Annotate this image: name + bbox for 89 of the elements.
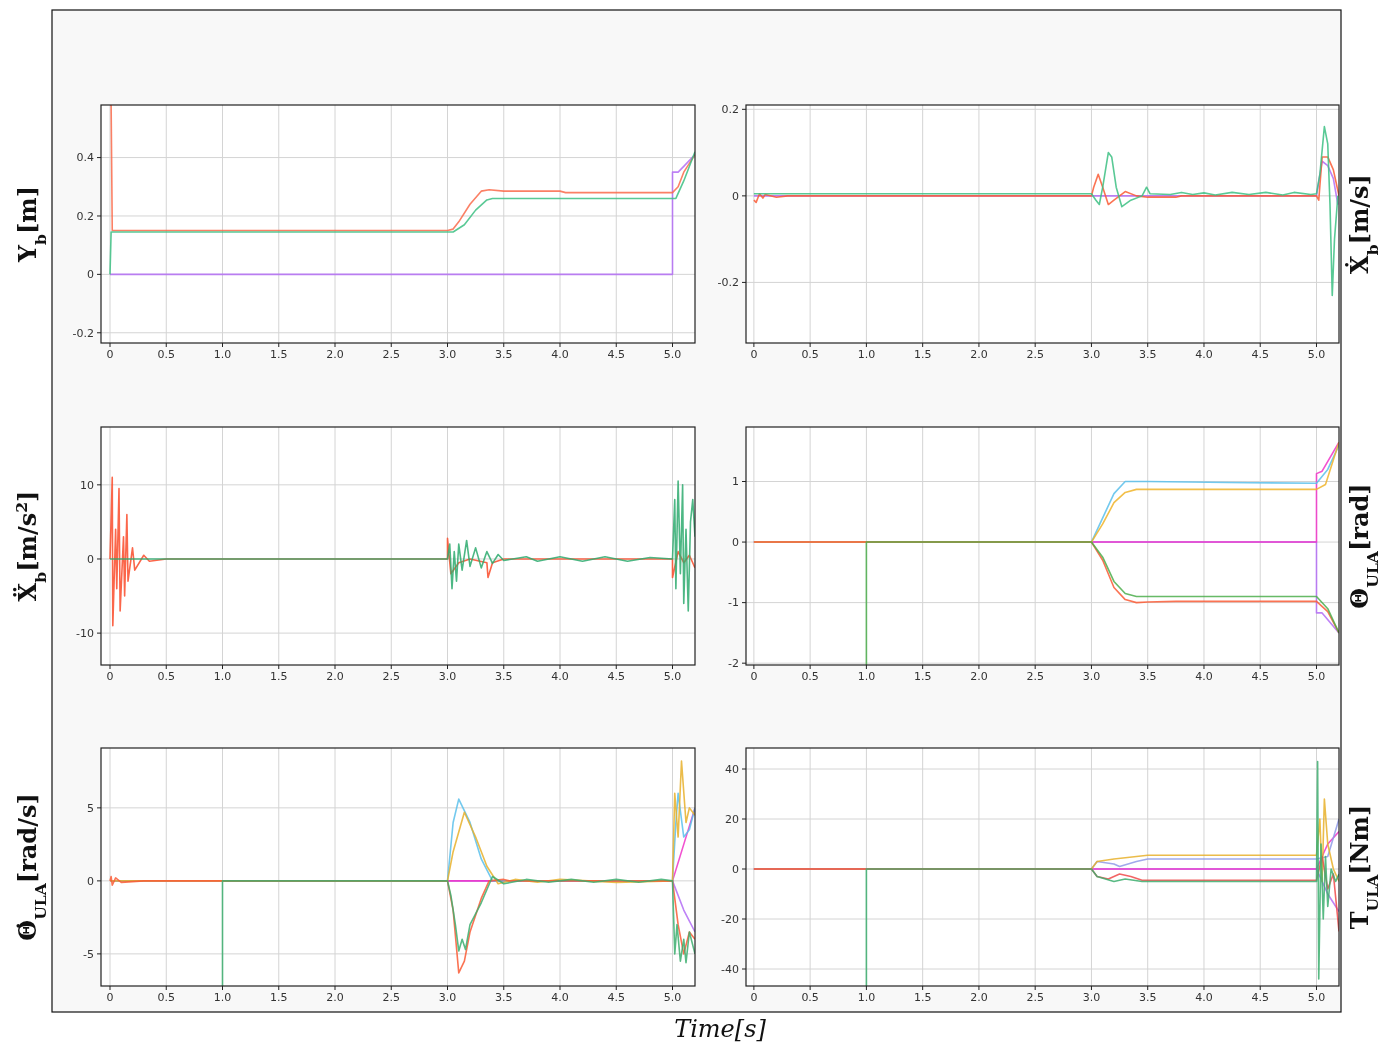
x-tick-label: 1.5 xyxy=(913,670,932,683)
x-tick-label: 2.0 xyxy=(326,991,344,1004)
y-tick-label: -0.2 xyxy=(72,326,94,340)
x-tick-label: 3.5 xyxy=(1138,348,1157,361)
x-tick-label: 1.0 xyxy=(213,670,232,683)
x-tick-label: 1.0 xyxy=(857,348,876,361)
x-tick-label: 5.0 xyxy=(1307,670,1326,683)
x-tick-label: 0.5 xyxy=(157,670,175,683)
y-tick-label: -2 xyxy=(728,657,739,671)
x-tick-label: 4.5 xyxy=(1251,348,1269,361)
x-tick-label: 3.0 xyxy=(1082,670,1101,683)
y-tick-label: -5 xyxy=(83,947,94,961)
x-tick-label: 3.0 xyxy=(438,991,457,1004)
x-tick-label: 2.0 xyxy=(970,348,988,361)
x-tick-label: 4.5 xyxy=(1251,991,1269,1004)
y-tick-label: -0.2 xyxy=(717,276,739,290)
x-tick-label: 2.0 xyxy=(970,670,988,683)
x-tick-label: 1.5 xyxy=(913,348,932,361)
x-tick-label: 2.0 xyxy=(970,991,988,1004)
y-tick-label: 0 xyxy=(732,862,739,876)
x-tick-label: 2.5 xyxy=(1026,670,1044,683)
x-tick-label: 0 xyxy=(106,670,114,683)
y-tick-label: 0 xyxy=(87,268,94,282)
y-tick-label: 40 xyxy=(725,762,739,776)
x-tick-label: 5.0 xyxy=(663,348,682,361)
x-tick-label: 0 xyxy=(750,348,758,361)
x-tick-label: 3.0 xyxy=(1082,348,1101,361)
x-tick-label: 1.0 xyxy=(857,991,876,1004)
x-tick-label: 2.5 xyxy=(1026,348,1044,361)
x-tick-label: 0.5 xyxy=(801,991,819,1004)
x-tick-label: 3.5 xyxy=(495,348,513,361)
x-tick-label: 0 xyxy=(750,670,758,683)
x-tick-label: 2.0 xyxy=(326,348,344,361)
x-tick-label: 1.5 xyxy=(270,670,288,683)
x-tick-label: 3.0 xyxy=(1082,991,1101,1004)
x-tick-label: 4.5 xyxy=(1251,670,1269,683)
x-tick-label: 1.5 xyxy=(913,991,932,1004)
y-tick-label: 20 xyxy=(725,812,739,826)
y-tick-label: -1 xyxy=(728,596,739,610)
x-tick-label: 2.0 xyxy=(326,670,344,683)
y-tick-label: 1 xyxy=(732,475,739,489)
y-tick-label: 0 xyxy=(732,535,739,549)
x-tick-label: 4.0 xyxy=(1195,348,1213,361)
x-tick-label: 3.5 xyxy=(1138,670,1157,683)
y-tick-label: 0 xyxy=(87,552,94,566)
x-tick-label: 0.5 xyxy=(157,991,175,1004)
y-tick-label: 0 xyxy=(732,189,739,203)
x-tick-label: 2.5 xyxy=(382,348,400,361)
x-tick-label: 3.5 xyxy=(495,991,513,1004)
x-tick-label: 0 xyxy=(106,348,114,361)
x-tick-label: 0.5 xyxy=(157,348,175,361)
x-tick-label: 5.0 xyxy=(1307,348,1326,361)
y-tick-label: 0.2 xyxy=(76,209,94,223)
x-tick-label: 4.0 xyxy=(1195,670,1213,683)
x-tick-label: 5.0 xyxy=(663,991,682,1004)
y-tick-label: -20 xyxy=(721,912,739,926)
x-tick-label: 3.0 xyxy=(438,670,457,683)
y-tick-label: 0.4 xyxy=(76,151,94,165)
x-tick-label: 2.5 xyxy=(382,670,400,683)
x-tick-label: 1.0 xyxy=(213,348,232,361)
x-tick-label: 4.5 xyxy=(607,991,625,1004)
x-tick-label: 4.5 xyxy=(607,670,625,683)
x-tick-label: 1.5 xyxy=(270,348,288,361)
x-tick-label: 1.0 xyxy=(213,991,232,1004)
y-tick-label: 0.2 xyxy=(721,103,739,117)
x-tick-label: 2.5 xyxy=(382,991,400,1004)
y-tick-label: 10 xyxy=(80,478,94,492)
y-tick-label: -10 xyxy=(76,626,94,640)
x-tick-label: 0.5 xyxy=(801,670,819,683)
x-tick-label: 1.5 xyxy=(270,991,288,1004)
y-tick-label: 0 xyxy=(87,874,94,888)
x-tick-label: 4.0 xyxy=(1195,991,1213,1004)
x-tick-label: 5.0 xyxy=(663,670,682,683)
x-tick-label: 1.0 xyxy=(857,670,876,683)
x-tick-label: 0.5 xyxy=(801,348,819,361)
x-tick-label: 0 xyxy=(106,991,114,1004)
x-tick-label: 5.0 xyxy=(1307,991,1326,1004)
y-tick-label: 5 xyxy=(87,801,94,815)
x-axis-title: Time[s] xyxy=(674,1015,767,1043)
y-tick-label: -40 xyxy=(721,962,739,976)
x-tick-label: 0 xyxy=(750,991,758,1004)
x-tick-label: 3.5 xyxy=(1138,991,1157,1004)
x-tick-label: 4.0 xyxy=(551,991,569,1004)
x-tick-label: 4.5 xyxy=(607,348,625,361)
x-tick-label: 3.5 xyxy=(495,670,513,683)
x-tick-label: 2.5 xyxy=(1026,991,1044,1004)
x-tick-label: 4.0 xyxy=(551,348,569,361)
x-tick-label: 4.0 xyxy=(551,670,569,683)
x-tick-label: 3.0 xyxy=(438,348,457,361)
